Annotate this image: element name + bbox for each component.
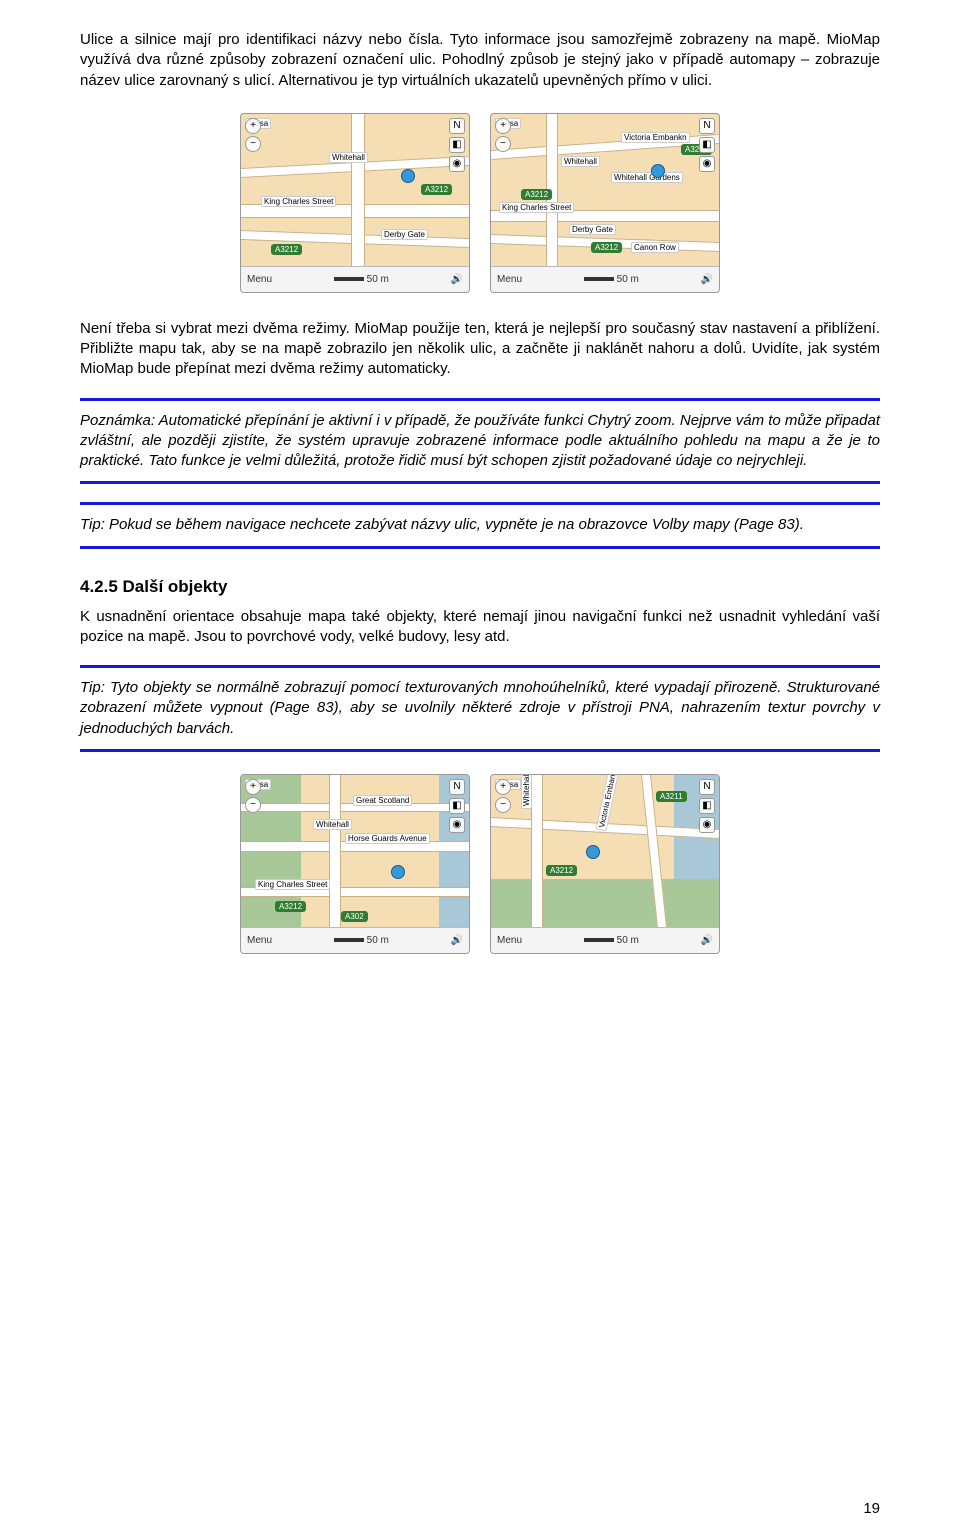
- map-controls-right: N ◧ ◉: [449, 779, 465, 833]
- street-label: King Charles Street: [261, 196, 336, 207]
- toggle-icon[interactable]: ◧: [449, 137, 465, 153]
- map-1-left: Trasa Whitehall King Charles Street Derb…: [240, 113, 470, 293]
- street-label: King Charles Street: [499, 202, 574, 213]
- zoom-in-icon[interactable]: +: [495, 118, 511, 134]
- toggle-icon[interactable]: ◧: [449, 798, 465, 814]
- audio-icon[interactable]: 🔊: [451, 274, 463, 285]
- map-2-right: Trasa Whitehall Victoria Embankr A3211 A…: [490, 774, 720, 954]
- toggle-icon[interactable]: ◧: [699, 798, 715, 814]
- map-controls-right: N ◧ ◉: [699, 118, 715, 172]
- scale-indicator: 50 m: [334, 935, 389, 946]
- map-marker: [401, 169, 415, 183]
- map-2-left: Trasa Great Scotland Whitehall Horse Gua…: [240, 774, 470, 954]
- compass-icon[interactable]: N: [699, 118, 715, 134]
- note-block-1: Poznámka: Automatické přepínání je aktiv…: [80, 398, 880, 485]
- route-badge: A3212: [275, 901, 306, 912]
- route-badge: A302: [341, 911, 368, 922]
- gps-icon[interactable]: ◉: [449, 156, 465, 172]
- zoom-out-icon[interactable]: −: [495, 797, 511, 813]
- street-label: Victoria Embankn: [621, 132, 690, 143]
- zoom-out-icon[interactable]: −: [495, 136, 511, 152]
- map-controls-right: N ◧ ◉: [449, 118, 465, 172]
- map-marker: [586, 845, 600, 859]
- street-label: Derby Gate: [381, 229, 428, 240]
- route-badge: A3212: [546, 865, 577, 876]
- zoom-out-icon[interactable]: −: [245, 136, 261, 152]
- scale-text: 50 m: [617, 935, 639, 946]
- map-marker: [651, 164, 665, 178]
- map-bottom-bar: Menu 50 m 🔊: [241, 266, 469, 292]
- heading-425: 4.2.5 Další objekty: [80, 577, 880, 597]
- street-label: Whitehall: [561, 156, 600, 167]
- compass-icon[interactable]: N: [449, 118, 465, 134]
- map-controls-left: + −: [495, 118, 511, 152]
- toggle-icon[interactable]: ◧: [699, 137, 715, 153]
- scale-indicator: 50 m: [584, 935, 639, 946]
- street-label: King Charles Street: [255, 879, 330, 890]
- zoom-in-icon[interactable]: +: [245, 118, 261, 134]
- menu-button[interactable]: Menu: [247, 935, 272, 946]
- scale-indicator: 50 m: [334, 274, 389, 285]
- map-controls-left: + −: [495, 779, 511, 813]
- gps-icon[interactable]: ◉: [699, 817, 715, 833]
- map-controls-left: + −: [245, 779, 261, 813]
- scale-text: 50 m: [367, 274, 389, 285]
- map-bottom-bar: Menu 50 m 🔊: [491, 266, 719, 292]
- audio-icon[interactable]: 🔊: [701, 935, 713, 946]
- map-bottom-bar: Menu 50 m 🔊: [241, 927, 469, 953]
- tip-block-1: Tip: Pokud se během navigace nechcete za…: [80, 502, 880, 548]
- menu-button[interactable]: Menu: [497, 935, 522, 946]
- street-label: Canon Row: [631, 242, 679, 253]
- intro-paragraph: Ulice a silnice mají pro identifikaci ná…: [80, 30, 880, 91]
- middle-paragraph: Není třeba si vybrat mezi dvěma režimy. …: [80, 319, 880, 380]
- route-badge: A3212: [591, 242, 622, 253]
- route-badge: A3212: [421, 184, 452, 195]
- zoom-in-icon[interactable]: +: [245, 779, 261, 795]
- gps-icon[interactable]: ◉: [699, 156, 715, 172]
- street-label: Whitehall Gardens: [611, 172, 683, 183]
- street-label: Derby Gate: [569, 224, 616, 235]
- page-number: 19: [863, 1500, 880, 1517]
- gps-icon[interactable]: ◉: [449, 817, 465, 833]
- compass-icon[interactable]: N: [699, 779, 715, 795]
- tip-text: Tip: Tyto objekty se normálně zobrazují …: [80, 678, 880, 739]
- tip-block-2: Tip: Tyto objekty se normálně zobrazují …: [80, 665, 880, 752]
- compass-icon[interactable]: N: [449, 779, 465, 795]
- map-bottom-bar: Menu 50 m 🔊: [491, 927, 719, 953]
- street-label: Whitehall: [521, 774, 532, 809]
- map-controls-right: N ◧ ◉: [699, 779, 715, 833]
- route-badge: A3211: [656, 791, 687, 802]
- map-1-right: Trasa Victoria Embankn Whitehall Whiteha…: [490, 113, 720, 293]
- map-controls-left: + −: [245, 118, 261, 152]
- route-badge: A3212: [271, 244, 302, 255]
- street-label: Whitehall: [329, 152, 368, 163]
- zoom-in-icon[interactable]: +: [495, 779, 511, 795]
- maps-row-2: Trasa Great Scotland Whitehall Horse Gua…: [80, 774, 880, 954]
- audio-icon[interactable]: 🔊: [701, 274, 713, 285]
- menu-button[interactable]: Menu: [497, 274, 522, 285]
- para-425: K usnadnění orientace obsahuje mapa také…: [80, 607, 880, 648]
- route-badge: A3212: [521, 189, 552, 200]
- zoom-out-icon[interactable]: −: [245, 797, 261, 813]
- maps-row-1: Trasa Whitehall King Charles Street Derb…: [80, 113, 880, 293]
- menu-button[interactable]: Menu: [247, 274, 272, 285]
- street-label: Horse Guards Avenue: [345, 833, 430, 844]
- scale-text: 50 m: [367, 935, 389, 946]
- street-label: Great Scotland: [353, 795, 412, 806]
- map-marker: [391, 865, 405, 879]
- scale-indicator: 50 m: [584, 274, 639, 285]
- scale-text: 50 m: [617, 274, 639, 285]
- audio-icon[interactable]: 🔊: [451, 935, 463, 946]
- note-text: Poznámka: Automatické přepínání je aktiv…: [80, 411, 880, 472]
- street-label: Whitehall: [313, 819, 352, 830]
- tip-text: Tip: Pokud se během navigace nechcete za…: [80, 515, 880, 535]
